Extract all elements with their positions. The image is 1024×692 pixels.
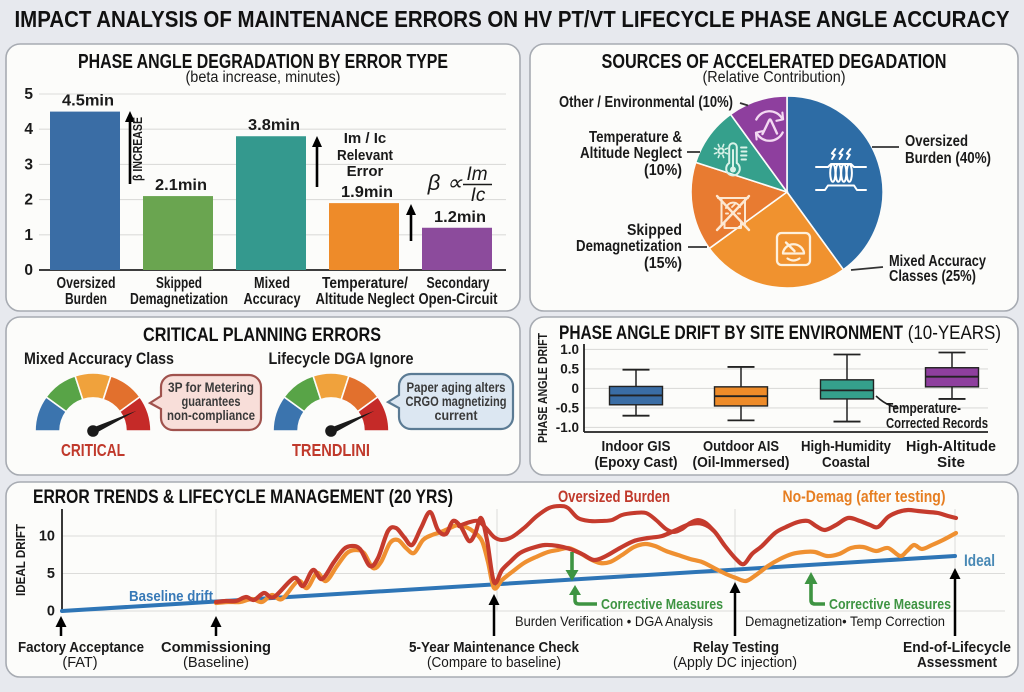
svg-text:Factory Acceptance: Factory Acceptance xyxy=(18,640,144,656)
svg-text:β ∝: β ∝ xyxy=(427,170,464,195)
svg-text:4: 4 xyxy=(24,121,33,138)
svg-text:Relay Testing: Relay Testing xyxy=(693,640,779,656)
svg-text:IMPACT ANALYSIS OF MAINTENANCE: IMPACT ANALYSIS OF MAINTENANCE ERRORS ON… xyxy=(15,6,1010,32)
svg-text:Burden: Burden xyxy=(65,291,107,308)
svg-text:Error: Error xyxy=(347,163,384,180)
svg-text:PHASE ANGLE DRIFT BY SITE ENVI: PHASE ANGLE DRIFT BY SITE ENVIRONMENT (1… xyxy=(559,322,1001,344)
svg-text:5-Year Maintenance Check: 5-Year Maintenance Check xyxy=(409,640,580,656)
svg-text:β INCREASE: β INCREASE xyxy=(131,117,145,181)
svg-text:Mixed: Mixed xyxy=(254,275,290,292)
svg-text:Secondary: Secondary xyxy=(427,275,490,292)
svg-text:High-Humidity: High-Humidity xyxy=(801,438,892,455)
svg-text:Ideal: Ideal xyxy=(964,552,995,570)
svg-text:ERROR TRENDS & LIFECYCLE MANAG: ERROR TRENDS & LIFECYCLE MANAGEMENT (20 … xyxy=(33,486,453,508)
svg-text:Demagnetization: Demagnetization xyxy=(576,238,682,255)
svg-text:1.2min: 1.2min xyxy=(434,209,486,226)
svg-text:0.5: 0.5 xyxy=(560,361,579,376)
svg-text:Corrected Records: Corrected Records xyxy=(886,416,988,432)
svg-text:guarantees: guarantees xyxy=(182,394,241,409)
svg-text:(beta increase, minutes): (beta increase, minutes) xyxy=(186,69,341,86)
svg-text:0: 0 xyxy=(47,604,55,620)
svg-text:Indoor GIS: Indoor GIS xyxy=(602,438,671,455)
svg-text:10: 10 xyxy=(39,529,55,545)
svg-text:Classes (25%): Classes (25%) xyxy=(889,268,976,285)
svg-text:Temperature &: Temperature & xyxy=(589,129,682,146)
svg-text:PHASE ANGLE DRIFT: PHASE ANGLE DRIFT xyxy=(535,333,550,443)
svg-text:Demagnetization: Demagnetization xyxy=(130,291,228,308)
svg-text:CRITICAL: CRITICAL xyxy=(61,440,125,460)
svg-text:Outdoor AIS: Outdoor AIS xyxy=(703,438,779,455)
svg-text:Corrective Measures: Corrective Measures xyxy=(829,596,951,613)
svg-text:PHASE ANGLE DEGRADATION BY ERR: PHASE ANGLE DEGRADATION BY ERROR TYPE xyxy=(78,51,448,73)
svg-text:4.5min: 4.5min xyxy=(62,93,114,110)
svg-text:Im / Ic: Im / Ic xyxy=(344,130,387,147)
svg-text:(Apply DC injection): (Apply DC injection) xyxy=(673,655,797,671)
svg-text:(15%): (15%) xyxy=(644,255,682,272)
svg-text:(10%): (10%) xyxy=(644,162,682,179)
svg-text:Altitude Neglect: Altitude Neglect xyxy=(316,291,415,308)
svg-text:TRENDLINI: TRENDLINI xyxy=(292,440,370,460)
svg-text:2: 2 xyxy=(24,192,33,209)
svg-text:(Epoxy Cast): (Epoxy Cast) xyxy=(595,454,678,471)
svg-text:Lifecycle DGA Ignore: Lifecycle DGA Ignore xyxy=(269,349,414,368)
svg-text:IDEAL DRIFT: IDEAL DRIFT xyxy=(14,524,28,596)
svg-text:Accuracy: Accuracy xyxy=(244,291,301,308)
svg-text:Coastal: Coastal xyxy=(822,454,870,471)
svg-text:1: 1 xyxy=(24,227,33,244)
svg-text:0: 0 xyxy=(24,262,33,279)
svg-text:Oversized Burden: Oversized Burden xyxy=(558,488,670,506)
svg-text:3: 3 xyxy=(24,156,33,173)
svg-text:High-Altitude: High-Altitude xyxy=(906,438,996,455)
svg-text:Mixed Accuracy Class: Mixed Accuracy Class xyxy=(24,349,174,368)
svg-text:Ic: Ic xyxy=(471,185,486,206)
svg-text:CRITICAL PLANNING ERRORS: CRITICAL PLANNING ERRORS xyxy=(143,324,381,346)
svg-text:Assessment: Assessment xyxy=(917,655,997,671)
svg-text:-0.5: -0.5 xyxy=(556,400,580,415)
svg-text:0: 0 xyxy=(571,381,579,396)
svg-text:Temperature-: Temperature- xyxy=(886,401,961,417)
svg-text:3P for Metering: 3P for Metering xyxy=(168,380,254,395)
svg-text:(FAT): (FAT) xyxy=(62,655,97,671)
svg-text:Baseline drift: Baseline drift xyxy=(129,589,213,605)
svg-text:(Oil-Immersed): (Oil-Immersed) xyxy=(693,454,790,471)
svg-text:Oversized: Oversized xyxy=(905,133,968,150)
svg-text:Demagnetization• Temp Correcti: Demagnetization• Temp Correction xyxy=(745,613,945,629)
svg-text:Other / Environmental (10%): Other / Environmental (10%) xyxy=(559,94,733,111)
svg-text:Open-Circuit: Open-Circuit xyxy=(419,291,498,308)
svg-text:5: 5 xyxy=(47,566,55,582)
svg-text:Altitude Neglect: Altitude Neglect xyxy=(580,145,682,162)
svg-text:-1.0: -1.0 xyxy=(556,420,579,435)
svg-text:Skipped: Skipped xyxy=(627,222,682,239)
svg-text:5: 5 xyxy=(24,86,33,103)
svg-text:Im: Im xyxy=(466,164,487,185)
svg-text:Burden (40%): Burden (40%) xyxy=(905,150,991,167)
svg-text:Site: Site xyxy=(937,454,965,471)
svg-text:Paper aging alters: Paper aging alters xyxy=(407,380,506,395)
svg-text:1.9min: 1.9min xyxy=(341,184,393,201)
svg-text:End-of-Lifecycle: End-of-Lifecycle xyxy=(903,640,1011,656)
svg-text:CRGO magnetizing: CRGO magnetizing xyxy=(406,394,507,409)
svg-text:(Compare to baseline): (Compare to baseline) xyxy=(427,655,561,671)
svg-text:2.1min: 2.1min xyxy=(155,177,207,194)
svg-text:Mixed Accuracy: Mixed Accuracy xyxy=(889,253,986,270)
svg-text:non-compliance: non-compliance xyxy=(167,408,255,423)
svg-text:(Baseline): (Baseline) xyxy=(183,655,249,671)
svg-text:Commissioning: Commissioning xyxy=(161,640,271,656)
svg-text:Corrective Measures: Corrective Measures xyxy=(601,596,723,613)
svg-text:Oversized: Oversized xyxy=(57,275,116,292)
svg-text:Skipped: Skipped xyxy=(156,275,202,292)
svg-text:3.8min: 3.8min xyxy=(248,117,300,134)
svg-text:SOURCES OF ACCELERATED DEGADAT: SOURCES OF ACCELERATED DEGADATION xyxy=(602,51,947,73)
svg-text:Relevant: Relevant xyxy=(337,147,393,164)
svg-text:1.0: 1.0 xyxy=(560,342,579,357)
svg-text:Burden Verification • DGA Anal: Burden Verification • DGA Analysis xyxy=(515,613,713,629)
svg-text:Temperature/: Temperature/ xyxy=(322,275,409,292)
svg-text:(Relative Contribution): (Relative Contribution) xyxy=(703,69,846,86)
svg-text:No-Demag (after testing): No-Demag (after testing) xyxy=(783,488,946,506)
svg-text:current: current xyxy=(435,408,478,423)
